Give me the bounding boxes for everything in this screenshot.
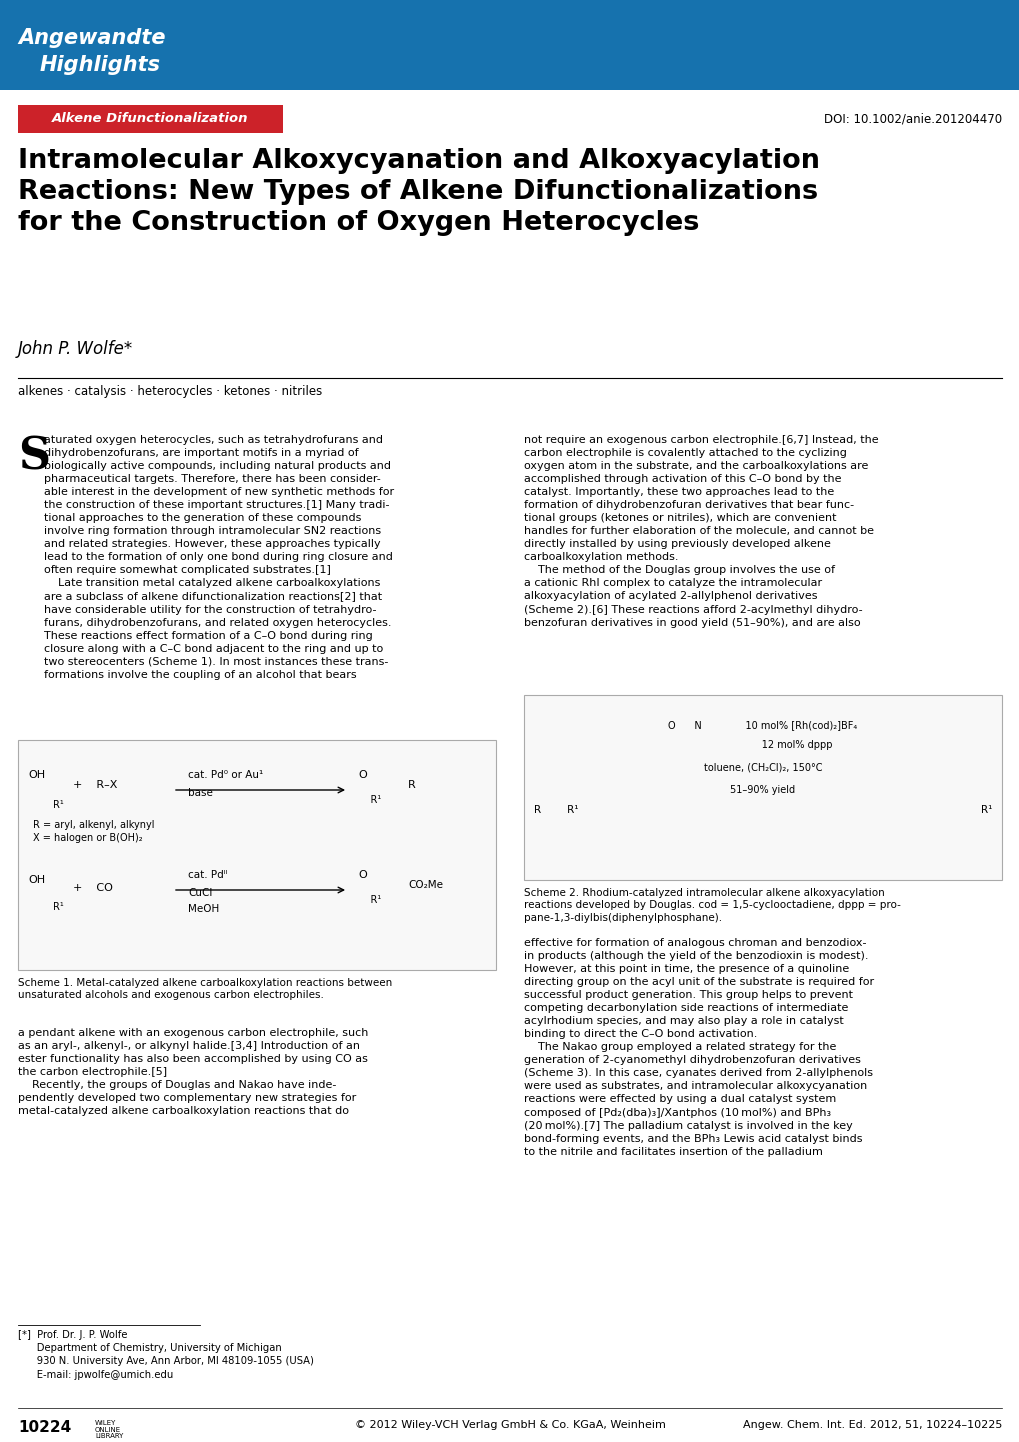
Text: R¹: R¹: [358, 895, 381, 906]
Text: R        R¹: R R¹: [534, 805, 578, 815]
Text: CuCl: CuCl: [187, 888, 212, 898]
Text: a pendant alkene with an exogenous carbon electrophile, such
as an aryl-, alkeny: a pendant alkene with an exogenous carbo…: [18, 1028, 368, 1116]
Text: not require an exogenous carbon electrophile.[6,7] Instead, the
carbon electroph: not require an exogenous carbon electrop…: [524, 435, 877, 627]
Text: R¹: R¹: [358, 795, 381, 805]
Text: R¹: R¹: [28, 800, 64, 810]
Bar: [18, 740, 495, 970]
Text: 12 mol% dppp: 12 mol% dppp: [693, 740, 832, 750]
Text: Scheme 1. Metal-catalyzed alkene carboalkoxylation reactions between
unsaturated: Scheme 1. Metal-catalyzed alkene carboal…: [18, 978, 392, 1001]
Bar: [18, 105, 282, 133]
Text: cat. Pdᴵᴵ: cat. Pdᴵᴵ: [187, 870, 227, 880]
Text: 10224: 10224: [18, 1420, 71, 1435]
Text: CO₂Me: CO₂Me: [408, 880, 442, 890]
Text: MeOH: MeOH: [187, 904, 219, 914]
Text: 51–90% yield: 51–90% yield: [730, 784, 795, 795]
Text: [*]  Prof. Dr. J. P. Wolfe
      Department of Chemistry, University of Michigan: [*] Prof. Dr. J. P. Wolfe Department of …: [18, 1330, 314, 1380]
Text: effective for formation of analogous chroman and benzodiox-
in products (althoug: effective for formation of analogous chr…: [524, 937, 873, 1156]
Text: © 2012 Wiley-VCH Verlag GmbH & Co. KGaA, Weinheim: © 2012 Wiley-VCH Verlag GmbH & Co. KGaA,…: [355, 1420, 664, 1430]
Text: R: R: [408, 780, 416, 790]
Text: +    R–X: + R–X: [73, 780, 117, 790]
Text: cat. Pd⁰ or Au¹: cat. Pd⁰ or Au¹: [187, 770, 263, 780]
Text: base: base: [187, 787, 213, 797]
Text: aturated oxygen heterocycles, such as tetrahydrofurans and
dihydrobenzofurans, a: aturated oxygen heterocycles, such as te…: [44, 435, 393, 679]
Text: Intramolecular Alkoxycyanation and Alkoxyacylation
Reactions: New Types of Alken: Intramolecular Alkoxycyanation and Alkox…: [18, 149, 819, 236]
Text: R = aryl, alkenyl, alkynyl
X = halogen or B(OH)₂: R = aryl, alkenyl, alkynyl X = halogen o…: [33, 820, 154, 844]
Bar: [0, 0, 1019, 89]
Text: John P. Wolfe*: John P. Wolfe*: [18, 340, 133, 358]
Text: Angewandte: Angewandte: [18, 27, 165, 48]
Text: Alkene Difunctionalization: Alkene Difunctionalization: [52, 112, 249, 125]
Text: O      N              10 mol% [Rh(cod)₂]BF₄: O N 10 mol% [Rh(cod)₂]BF₄: [667, 720, 857, 730]
Text: S: S: [18, 435, 50, 477]
Text: Highlights: Highlights: [40, 55, 161, 75]
Bar: [524, 695, 1001, 880]
Text: OH: OH: [28, 875, 45, 885]
Text: Scheme 2. Rhodium-catalyzed intramolecular alkene alkoxyacylation
reactions deve: Scheme 2. Rhodium-catalyzed intramolecul…: [524, 888, 900, 923]
Text: WILEY
ONLINE
LIBRARY: WILEY ONLINE LIBRARY: [95, 1420, 123, 1439]
Text: Angew. Chem. Int. Ed. 2012, 51, 10224–10225: Angew. Chem. Int. Ed. 2012, 51, 10224–10…: [742, 1420, 1001, 1430]
Text: alkenes · catalysis · heterocycles · ketones · nitriles: alkenes · catalysis · heterocycles · ket…: [18, 385, 322, 398]
Text: R¹: R¹: [979, 805, 991, 815]
Text: +    CO: + CO: [73, 883, 113, 893]
Text: O: O: [358, 770, 367, 780]
Text: R¹: R¹: [28, 903, 64, 911]
Text: O: O: [358, 870, 367, 880]
Text: toluene, (CH₂Cl)₂, 150°C: toluene, (CH₂Cl)₂, 150°C: [703, 763, 821, 773]
Text: OH: OH: [28, 770, 45, 780]
Text: DOI: 10.1002/anie.201204470: DOI: 10.1002/anie.201204470: [823, 112, 1001, 125]
